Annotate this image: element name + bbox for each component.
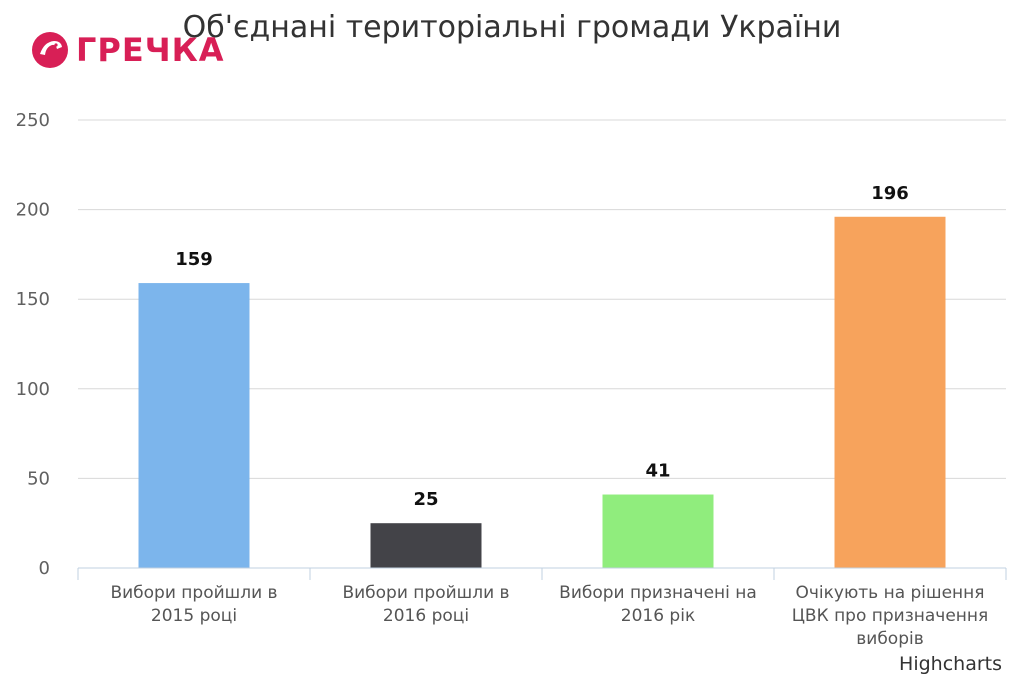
y-tick-label: 100 [16,379,50,400]
x-category-label: Вибори призначені на [559,583,757,603]
y-tick-label: 150 [16,289,50,310]
bird-logo-icon [32,32,68,68]
bars [138,216,946,568]
y-axis-labels: 0 50 100 150 200 250 [16,110,50,579]
x-category-label: Вибори пройшли в [110,583,277,603]
bar[interactable] [834,216,946,568]
bar[interactable] [602,494,714,568]
y-tick-label: 250 [16,110,50,131]
data-labels: 159 25 41 196 [175,183,909,510]
x-category-label: Очікують на рішення [795,583,984,603]
x-category-label: 2015 році [151,606,237,626]
x-axis: Вибори пройшли в 2015 році Вибори пройшли … [77,567,1007,649]
data-label: 41 [645,461,670,482]
chart-title: Об'єднані територіальні громади України [182,10,842,45]
x-category-label: ЦВК про призначення [792,606,989,626]
x-category-label: 2016 році [383,606,469,626]
data-label: 196 [871,183,909,204]
bar[interactable] [138,283,250,568]
grechka-logo: ГРЕЧКА [30,28,224,72]
y-tick-label: 50 [27,468,50,489]
y-tick-label: 200 [16,200,50,221]
x-category-label: Вибори пройшли в [342,583,509,603]
logo-text: ГРЕЧКА [76,31,225,69]
data-label: 159 [175,249,213,270]
bar[interactable] [370,523,482,568]
x-category-label: виборів [856,629,924,649]
highcharts-credits[interactable]: Highcharts [899,653,1002,675]
data-label: 25 [413,489,438,510]
y-tick-label: 0 [39,558,50,579]
x-category-label: 2016 рік [621,606,695,626]
